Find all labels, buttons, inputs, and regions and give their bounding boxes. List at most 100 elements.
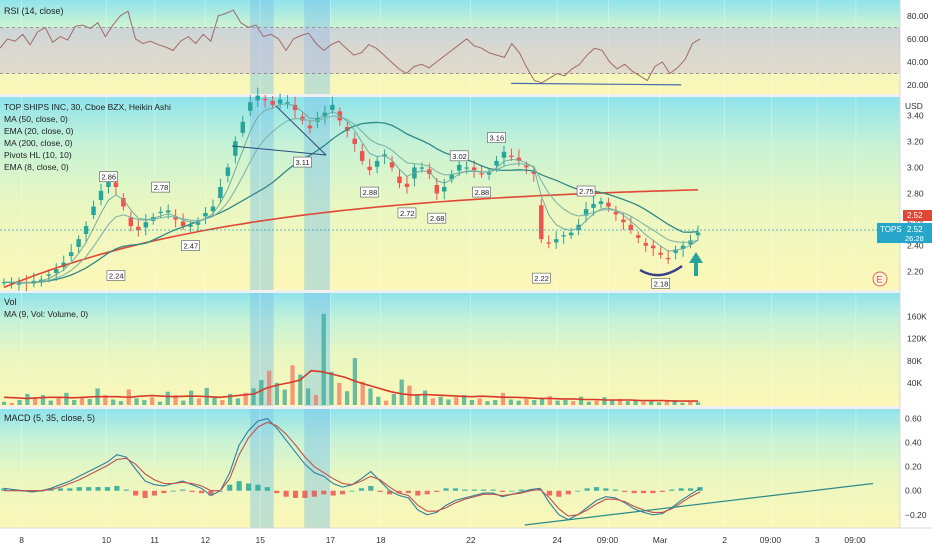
volume-bar (17, 400, 22, 405)
macd-histogram-bar (330, 490, 336, 496)
volume-bar (383, 400, 389, 405)
volume-bar (321, 313, 326, 405)
rsi-tick-label: 80.00 (907, 11, 929, 21)
time-scale-area[interactable] (0, 528, 932, 550)
volume-bar (344, 391, 350, 405)
macd-histogram-bar (650, 490, 656, 494)
candle-body (76, 239, 81, 247)
price-panel-bg (0, 97, 900, 290)
candle-body (240, 121, 246, 133)
ema8-line (4, 103, 699, 284)
panel-separator[interactable] (0, 406, 932, 409)
legend-ma200: MA (200, close, 0) (4, 138, 73, 148)
macd-histogram-bar (349, 490, 355, 492)
candle-body (553, 239, 559, 243)
volume-bar (391, 393, 397, 405)
volume-bar (578, 396, 584, 405)
macd-histogram-bar (443, 488, 449, 491)
volume-bar (111, 399, 116, 405)
candle-body (576, 224, 581, 231)
time-tick-label: 10 (102, 535, 112, 545)
macd-histogram-bar (659, 490, 665, 492)
pivot-label-box (576, 185, 596, 197)
candle-body (516, 157, 522, 161)
candle-body (106, 180, 111, 187)
price-tick-label: 3.20 (907, 136, 924, 146)
macd-tick-label: 0.40 (905, 438, 922, 448)
candle-body (397, 176, 402, 184)
bowl-annotation (639, 265, 683, 277)
time-tick-label: 8 (19, 535, 24, 545)
volume-bar (173, 395, 178, 405)
candle-body (695, 232, 701, 236)
axis-layer: 8 10 11 12 15 17 18 22 24 09:00 Mar 2 09:00 3 09:00 (19, 535, 866, 545)
candle-body (91, 206, 96, 216)
candle-body (419, 167, 425, 169)
earnings-marker[interactable] (872, 271, 888, 287)
candle-body (233, 141, 238, 156)
volume-bar (547, 396, 552, 405)
volume-bar (259, 380, 264, 405)
candle-body (165, 210, 171, 213)
macd-title: MACD (5, 35, close, 5) (4, 413, 95, 423)
time-tick-label: 17 (326, 535, 336, 545)
candle-body (479, 173, 484, 175)
macd-histogram-bar (104, 487, 111, 491)
panel-separator[interactable] (0, 94, 932, 97)
volume-bar (539, 398, 545, 405)
pivot-label-box (427, 212, 447, 224)
macd-histogram-bar (123, 489, 129, 491)
macd-trendline (524, 482, 874, 526)
volume-tick-label: 120K (907, 334, 927, 344)
candle-body (180, 221, 186, 227)
candle-body (248, 102, 253, 111)
pivot-label-box (106, 270, 126, 281)
volume-layer: 160K 120K 80K 40K (1, 312, 927, 405)
pivot-label: 2.22 (534, 274, 549, 283)
candle-body (665, 258, 671, 260)
macd-histogram-bar (669, 489, 675, 491)
candle-body (456, 164, 462, 171)
candle-body (136, 226, 141, 231)
countdown-timer: 26:28 (905, 234, 924, 243)
volume-bar (446, 399, 451, 405)
macd-tick-label: 0.00 (905, 486, 922, 496)
volume-bar (656, 402, 662, 405)
price-tick-label: 3.40 (907, 110, 924, 120)
candle-body (54, 269, 59, 274)
macd-histogram-bar (311, 490, 317, 497)
volume-bar (305, 388, 311, 405)
panel-separator[interactable] (0, 290, 932, 293)
candle-body (359, 151, 365, 161)
volume-bar (298, 374, 303, 405)
price-scale-area[interactable] (900, 0, 932, 528)
volume-bar (189, 390, 194, 405)
pivot-label: 2.47 (184, 242, 199, 251)
volume-bar (610, 400, 615, 405)
macd-histogram-bar (170, 490, 176, 492)
volume-bar (220, 400, 225, 405)
macd-histogram-bar (481, 489, 487, 491)
time-tick-label: 3 (815, 535, 820, 545)
volume-bar (617, 398, 623, 405)
volume-bar (134, 398, 139, 405)
pivot-label-box (472, 186, 491, 198)
volume-bar (571, 401, 576, 405)
candle-body (636, 235, 641, 238)
candle-body (658, 252, 663, 255)
macd-histogram-bar (245, 483, 252, 491)
time-tick-label: 09:00 (844, 535, 866, 545)
volume-bar (625, 401, 630, 405)
rsi-panel-bg (0, 0, 900, 94)
candle-body (277, 99, 283, 104)
rsi-tick-label: 40.00 (907, 57, 929, 67)
pivot-label: 2.24 (109, 272, 124, 281)
price-title: TOP SHIPS INC, 30, Cboe BZX, Heikin Ashi (4, 102, 171, 112)
last-price-symbol: TOPS (880, 225, 902, 234)
macd-histogram-bar (76, 487, 82, 491)
candle-body (531, 171, 537, 174)
volume-bar (165, 391, 170, 405)
volume-bar (212, 397, 217, 405)
